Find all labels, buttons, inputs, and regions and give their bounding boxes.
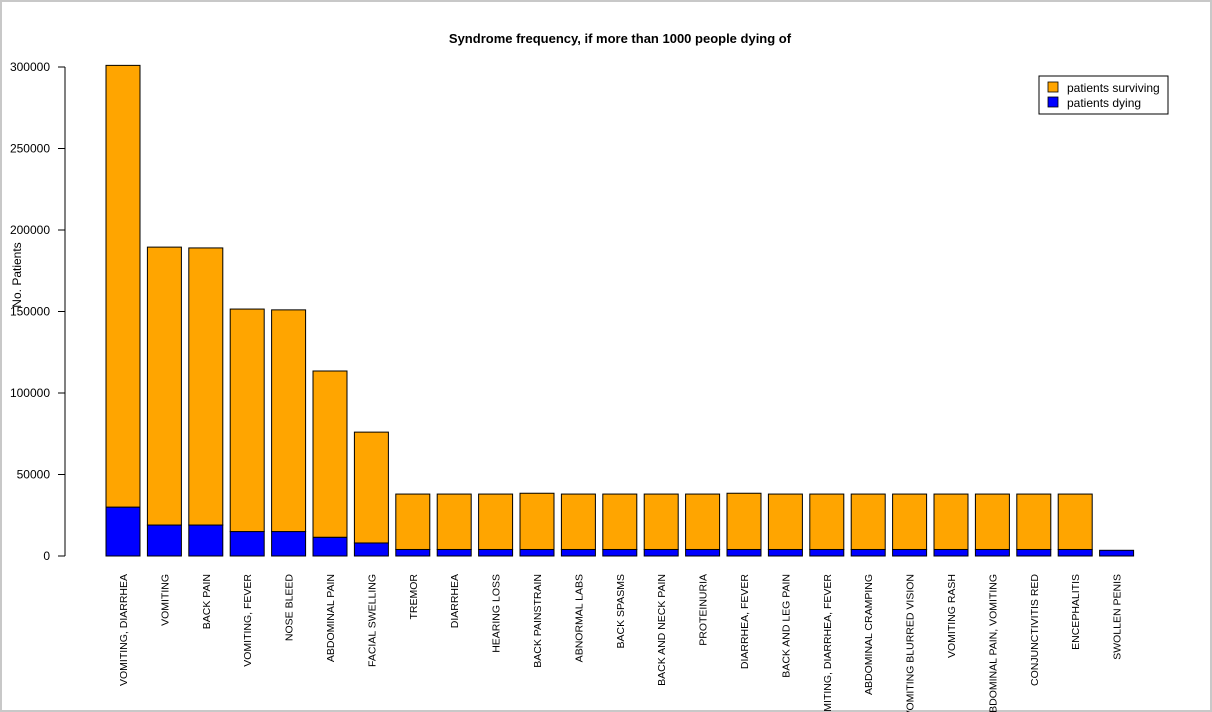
x-tick-label: ABDOMINAL CRAMPING <box>863 574 875 695</box>
x-tick-label: VOMITING, DIARRHEA, FEVER <box>822 574 834 712</box>
bar-segment-surviving <box>436 493 472 550</box>
legend-box <box>1038 75 1169 115</box>
bar-segment-dying <box>892 548 928 557</box>
bar-segment-surviving <box>726 492 762 550</box>
x-tick-label: VOMITING, DIARRHEA <box>118 574 130 686</box>
y-tick-label: 0 <box>43 549 50 563</box>
legend: patients surviving patients dying <box>1038 75 1169 115</box>
bar-segment-dying <box>188 524 224 557</box>
bar-segment-dying <box>1099 549 1135 557</box>
bar-segment-surviving <box>850 493 886 550</box>
x-tick-label: BACK AND NECK PAIN <box>656 574 668 686</box>
bar-segment-surviving <box>519 492 555 550</box>
legend-label-dying: patients dying <box>1067 96 1141 110</box>
x-tick-label: VOMITING <box>159 574 171 626</box>
x-tick-label: ABNORMAL LABS <box>573 574 585 662</box>
x-tick-label: BACK SPASMS <box>615 574 627 649</box>
bar-segment-dying <box>809 548 845 557</box>
y-tick-label: 200000 <box>10 223 50 237</box>
bar-segment-dying <box>1057 548 1093 557</box>
y-axis: 0 50000 100000 150000 200000 250000 300000 <box>10 60 66 563</box>
x-tick-label: HEARING LOSS <box>491 574 503 653</box>
bar-segment-surviving <box>312 370 348 538</box>
bar-segment-dying <box>685 548 721 557</box>
bar-segment-dying <box>726 548 762 557</box>
x-tick-label: NOSE BLEED <box>284 574 296 642</box>
bar-segment-dying <box>105 506 141 557</box>
bar-segment-surviving <box>1057 493 1093 550</box>
legend-label-surviving: patients surviving <box>1067 81 1160 95</box>
bar-segment-dying <box>1016 548 1052 557</box>
bar-segment-dying <box>229 531 265 557</box>
x-tick-label: ENCEPHALITIS <box>1070 574 1082 650</box>
chart-title: Syndrome frequency, if more than 1000 pe… <box>449 31 792 46</box>
bar-segment-surviving <box>1016 493 1052 550</box>
x-tick-label: BACK PAIN <box>201 574 213 629</box>
bar-segment-surviving <box>933 493 969 550</box>
bars-group <box>105 64 1135 557</box>
bar-segment-dying <box>353 542 389 557</box>
x-tick-label: FACIAL SWELLING <box>366 574 378 667</box>
y-axis-label: No. Patients <box>10 242 24 307</box>
bar-segment-dying <box>602 548 638 557</box>
bar-segment-dying <box>850 548 886 557</box>
bar-segment-surviving <box>478 493 514 550</box>
bar-segment-surviving <box>146 246 182 526</box>
x-tick-labels: VOMITING, DIARRHEA VOMITING BACK PAIN VOMIT… <box>118 574 1124 712</box>
x-tick-label: VOMITING RASH <box>946 574 958 658</box>
x-tick-label: VOMITING BLURRED VISION <box>905 574 917 712</box>
x-tick-label: TREMOR <box>408 574 420 620</box>
x-tick-label: BACK PAINSTRAIN <box>532 574 544 668</box>
x-tick-label: CONJUNCTIVITIS RED <box>1029 574 1041 686</box>
x-tick-label: ABDOMINAL PAIN <box>325 574 337 662</box>
x-tick-label: ABDOMINAL PAIN, VOMITING <box>987 574 999 712</box>
y-tick-label: 50000 <box>17 468 51 482</box>
bar-segment-surviving <box>271 309 307 533</box>
bar-segment-dying <box>933 548 969 557</box>
legend-swatch-surviving <box>1047 81 1059 93</box>
y-tick-label: 150000 <box>10 305 50 319</box>
bar-segment-dying <box>643 548 679 557</box>
bar-segment-surviving <box>767 493 803 550</box>
bar-segment-dying <box>312 536 348 557</box>
bar-segment-dying <box>395 548 431 557</box>
bar-segment-dying <box>146 524 182 557</box>
y-tick-label: 100000 <box>10 386 50 400</box>
bar-segment-dying <box>974 548 1010 557</box>
bar-segment-surviving <box>353 431 389 544</box>
bar-segment-surviving <box>809 493 845 550</box>
bar-segment-surviving <box>395 493 431 550</box>
bar-segment-dying <box>519 548 555 557</box>
bar-segment-surviving <box>643 493 679 550</box>
x-tick-label: VOMITING, FEVER <box>242 574 254 667</box>
bar-segment-surviving <box>188 247 224 526</box>
bar-segment-surviving <box>602 493 638 550</box>
bar-segment-dying <box>271 531 307 557</box>
legend-swatch-dying <box>1047 96 1059 108</box>
x-tick-label: BACK AND LEG PAIN <box>780 574 792 678</box>
bar-segment-surviving <box>974 493 1010 550</box>
y-tick-label: 300000 <box>10 60 50 74</box>
bar-segment-dying <box>560 548 596 557</box>
bar-segment-surviving <box>105 64 141 508</box>
x-tick-label: SWOLLEN PENIS <box>1112 574 1124 660</box>
x-tick-label: PROTEINURIA <box>698 574 710 646</box>
bar-segment-dying <box>436 548 472 557</box>
bar-segment-dying <box>767 548 803 557</box>
bar-segment-surviving <box>560 493 596 550</box>
y-tick-label: 250000 <box>10 142 50 156</box>
bar-segment-surviving <box>685 493 721 550</box>
bar-segment-surviving <box>892 493 928 550</box>
x-tick-label: DIARRHEA, FEVER <box>739 574 751 670</box>
x-tick-label: DIARRHEA <box>449 574 461 628</box>
bar-segment-dying <box>478 548 514 557</box>
bar-segment-surviving <box>229 308 265 533</box>
